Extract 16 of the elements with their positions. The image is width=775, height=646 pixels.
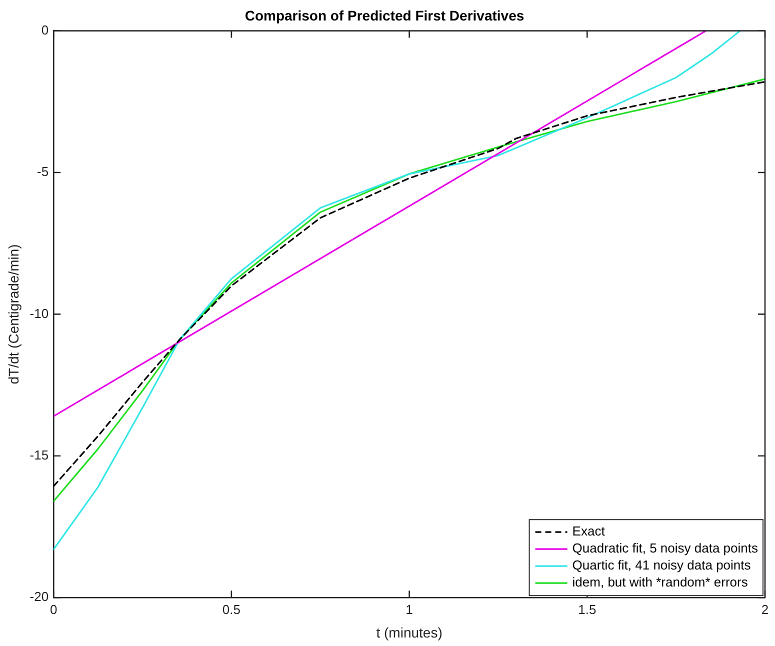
legend-label: idem, but with *random* errors	[572, 574, 748, 590]
x-tick-label: 2	[761, 602, 769, 617]
legend-label: Quadratic fit, 5 noisy data points	[572, 540, 758, 556]
x-axis-title: t (minutes)	[376, 624, 442, 640]
chart-title: Comparison of Predicted First Derivatives	[244, 7, 524, 24]
y-tick-label: -5	[37, 164, 49, 180]
x-tick-label: 0.5	[222, 602, 240, 617]
legend-label: Exact	[572, 524, 606, 539]
y-tick-label: -15	[30, 447, 49, 462]
y-axis-title: dT/dt (Centigrade/min)	[5, 244, 22, 384]
x-tick-label: 1.5	[578, 602, 596, 617]
y-tick-label: -10	[30, 306, 49, 321]
y-tick-label: 0	[41, 22, 49, 38]
x-tick-label: 1	[406, 602, 413, 617]
legend-label: Quartic fit, 41 noisy data points	[572, 558, 752, 573]
y-tick-label: -20	[30, 589, 49, 604]
